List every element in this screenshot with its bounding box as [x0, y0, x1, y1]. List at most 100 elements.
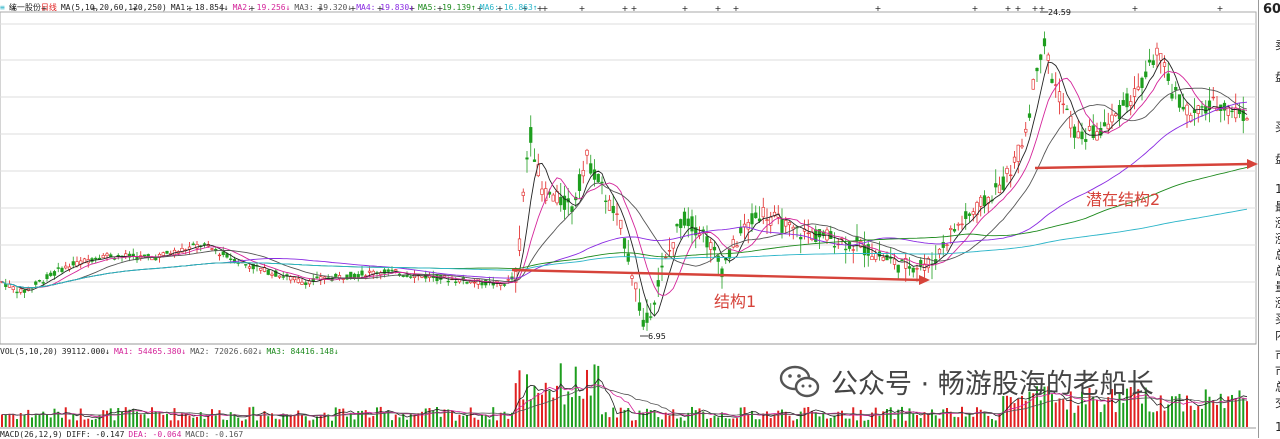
candle: [191, 241, 195, 246]
candle: [360, 265, 364, 279]
vol-legend-item-3: MA3: 84416.148↓: [266, 347, 339, 356]
candle: [139, 251, 143, 261]
ma120-line: [1, 166, 1248, 289]
candle: [296, 274, 300, 284]
candle: [1087, 119, 1092, 132]
sidebar-label-6: 涨: [1275, 214, 1280, 231]
candle: [641, 307, 645, 331]
candle: [1117, 100, 1122, 127]
candle: [1054, 72, 1058, 98]
candle: [1196, 104, 1200, 123]
candle: [667, 237, 672, 258]
candle: [791, 224, 795, 240]
candle: [979, 195, 983, 217]
candle: [949, 225, 953, 244]
candle: [37, 279, 42, 283]
candle: [866, 241, 870, 267]
ma60-line: [1, 101, 1248, 289]
candle: [851, 245, 855, 264]
main-legend: ≡ 统一股份日线 MA(5,10,20,60,120,250) MA1: 18.854…: [0, 3, 538, 12]
candle: [570, 205, 574, 225]
candle: [1102, 109, 1107, 127]
candle: [11, 285, 15, 293]
candle: [446, 276, 450, 286]
candle: [622, 238, 627, 257]
candle: [307, 278, 312, 288]
candle: [709, 238, 713, 263]
candle: [292, 276, 297, 283]
candle: [1027, 104, 1032, 121]
wechat-icon: [779, 365, 820, 397]
candle: [266, 268, 270, 276]
candle: [855, 224, 859, 252]
price-panel-frame: [0, 11, 1257, 345]
candle: [1155, 42, 1159, 69]
candle: [1091, 114, 1095, 141]
structure1-label: 结构1: [714, 292, 756, 311]
candle: [322, 276, 327, 285]
candle: [56, 262, 60, 273]
candle: [1211, 87, 1215, 101]
candle: [896, 264, 900, 279]
candle: [604, 194, 608, 214]
candle: [817, 229, 822, 249]
sidebar-top-label: 60: [1263, 2, 1280, 17]
candle: [844, 236, 848, 264]
candle: [821, 229, 825, 239]
watermark-text: 公众号 · 畅游股海的老船长: [831, 369, 1154, 400]
candle: [757, 206, 762, 223]
event-marker: +: [409, 4, 416, 13]
candle: [424, 270, 428, 283]
candle: [994, 169, 998, 195]
candle: [64, 261, 68, 270]
candle: [551, 192, 555, 202]
candle: [1192, 98, 1197, 126]
candle: [952, 223, 957, 233]
candle: [997, 176, 1002, 194]
event-marker: +: [91, 4, 98, 13]
candle: [1057, 78, 1062, 115]
candle: [1162, 55, 1167, 78]
candle: [79, 256, 83, 269]
candle: [810, 228, 814, 242]
vol-header: VOL(5,10,20): [0, 347, 58, 356]
candle: [1140, 76, 1144, 101]
candle: [600, 176, 604, 195]
candle: [311, 274, 315, 286]
candle: [34, 280, 38, 288]
ma-legend-item-5: MA6: 16.863↑: [479, 3, 538, 12]
event-marker: +: [41, 4, 48, 13]
event-marker: +: [875, 4, 882, 13]
candle: [1147, 48, 1152, 66]
vol-ma-line-1: [1, 384, 1248, 418]
event-marker: +: [682, 4, 689, 13]
candle: [52, 269, 57, 280]
event-marker: +: [477, 4, 484, 13]
candle: [1020, 138, 1024, 149]
candle: [1005, 165, 1009, 183]
event-marker: +: [377, 4, 384, 13]
candle: [1016, 144, 1020, 174]
event-marker: +: [187, 4, 194, 13]
candle: [251, 263, 255, 274]
candle: [1144, 60, 1148, 80]
sidebar-label-15: 市: [1275, 362, 1280, 379]
candle: [1106, 112, 1110, 134]
candle: [517, 225, 522, 257]
candle: [675, 223, 679, 233]
candle: [937, 247, 942, 259]
vol-legend-item-2: MA2: 72026.602↓: [190, 347, 263, 356]
candle: [1121, 92, 1125, 106]
candle: [142, 254, 147, 259]
candle: [731, 235, 735, 249]
candle: [1084, 128, 1088, 150]
candle: [300, 277, 304, 285]
event-marker: +: [1132, 4, 1139, 13]
candle: [1151, 54, 1155, 68]
candle: [1136, 73, 1140, 92]
candle: [1065, 105, 1069, 111]
candle: [304, 280, 308, 289]
candle: [356, 271, 360, 282]
candle: [521, 188, 525, 202]
